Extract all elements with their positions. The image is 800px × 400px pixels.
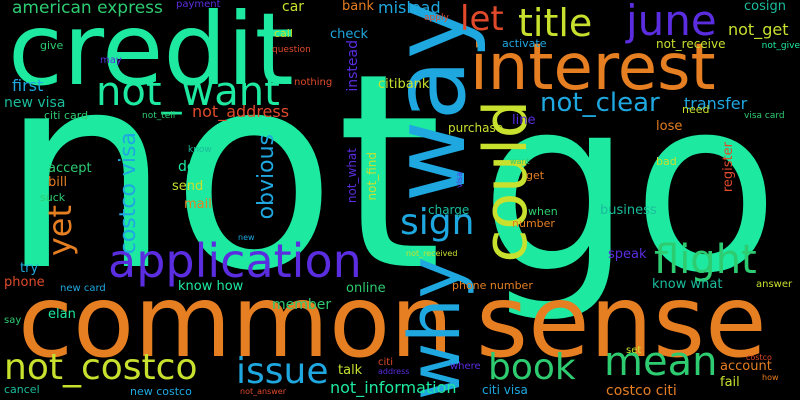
cloud-word-want: want <box>510 157 530 166</box>
cloud-word-where: where <box>450 361 481 372</box>
cloud-word-american-express: american express <box>12 0 163 18</box>
cloud-word-deny: deny <box>178 159 213 175</box>
cloud-word-new-visa: new visa <box>4 95 66 111</box>
cloud-word-not-get: not_get <box>728 20 789 39</box>
cloud-word-call: call <box>274 27 293 40</box>
cloud-word-phone-number: phone number <box>452 279 533 292</box>
cloud-word-payment: payment <box>176 0 221 10</box>
cloud-word-give: give <box>40 39 64 52</box>
cloud-word-not: not <box>0 15 443 330</box>
cloud-word-nothing: nothing <box>294 77 333 88</box>
cloud-word-not-receive: not_receive <box>656 37 726 51</box>
cloud-word-instead: instead <box>345 40 361 92</box>
cloud-word-may: may <box>100 55 122 66</box>
cloud-word-mail: mail <box>184 197 212 212</box>
cloud-word-application: application <box>108 234 362 288</box>
cloud-word-bank: bank <box>342 0 374 14</box>
cloud-word-account: account <box>720 359 772 374</box>
cloud-word-how: how <box>762 373 779 382</box>
cloud-word-activate: activate <box>502 37 547 50</box>
cloud-word-common: common <box>18 263 454 380</box>
cloud-word-new-costco: new costco <box>130 385 192 398</box>
cloud-word-know: know <box>188 145 212 155</box>
cloud-word-let: let <box>460 0 504 39</box>
cloud-word-mean: mean <box>604 339 718 385</box>
cloud-word-visa: visa <box>455 172 464 189</box>
cloud-word-costco-citi: costco citi <box>606 383 677 399</box>
cloud-word-lose: lose <box>656 119 683 134</box>
cloud-word-not-want: not_want <box>96 69 280 115</box>
cloud-word-not-received: not_received <box>406 249 458 258</box>
cloud-word-citibank: citibank <box>378 77 430 92</box>
cloud-word-sense: sense <box>476 263 767 380</box>
cloud-word-title: title <box>518 1 593 45</box>
cloud-word-try: try <box>20 261 39 276</box>
cloud-word-speak: speak <box>608 247 647 262</box>
cloud-word-citi: citi <box>378 357 393 368</box>
cloud-word-obvious: obvious <box>254 134 279 220</box>
cloud-word-answer: answer <box>756 279 793 290</box>
cloud-word-go: go <box>480 46 780 326</box>
cloud-word-book: book <box>488 347 576 388</box>
cloud-word-bad: bad <box>656 155 677 168</box>
cloud-word-accept: accept <box>48 161 92 176</box>
cloud-word-interest: interest <box>470 31 716 105</box>
cloud-word-suck: suck <box>40 191 66 204</box>
cloud-word-mislead: mislead <box>378 0 441 17</box>
cloud-word-credit: credit <box>8 0 294 108</box>
cloud-word-visa-card: visa card <box>744 111 785 121</box>
cloud-word-send: send <box>172 179 204 194</box>
cloud-word-sign: sign <box>400 202 475 243</box>
cloud-word-when: when <box>528 205 558 218</box>
cloud-word-citi-visa: citi visa <box>482 383 528 397</box>
cloud-word-citi-card: citi card <box>44 109 89 122</box>
cloud-word-purchase: purchase <box>448 121 504 135</box>
cloud-word-fail: fail <box>720 375 740 390</box>
cloud-word-cancel: cancel <box>4 383 40 396</box>
cloud-word-not-clear: not_clear <box>540 88 660 118</box>
cloud-word-check: check <box>330 27 369 42</box>
cloud-word-not-find: not_find <box>365 152 379 201</box>
cloud-word-june: june <box>626 0 717 45</box>
cloud-word-question: question <box>272 45 311 55</box>
cloud-word-new-card: new card <box>60 283 106 294</box>
cloud-word-need: need <box>682 103 710 116</box>
cloud-word-register: register <box>721 142 736 193</box>
cloud-word-not-answer: not_answer <box>240 387 286 396</box>
cloud-word-set: set <box>626 345 642 356</box>
cloud-word-address: address <box>378 367 410 376</box>
cloud-word-transfer: transfer <box>684 94 748 113</box>
cloud-word-costco-visa: costco visa <box>116 132 141 255</box>
cloud-word-issue: issue <box>236 351 329 392</box>
cloud-word-apply: apply <box>424 13 449 23</box>
cloud-word-know-how: know how <box>178 279 244 294</box>
cloud-word-new: new <box>238 233 255 242</box>
cloud-word-not-what: not_what <box>345 148 359 204</box>
cloud-word-know-what: know what <box>652 277 723 292</box>
cloud-word-flight: flight <box>654 237 757 283</box>
cloud-word-elan: elan <box>48 307 76 322</box>
cloud-word-costco: costco <box>746 353 772 362</box>
cloud-word-number: number <box>512 217 555 230</box>
cloud-word-not-tell: not_tell <box>142 111 176 121</box>
cloud-word-first: first <box>12 76 44 95</box>
cloud-word-not-information: not_information <box>330 378 457 397</box>
cloud-word-car: car <box>282 0 305 15</box>
cloud-word-talk: talk <box>338 363 363 378</box>
cloud-word-say: say <box>4 315 22 326</box>
cloud-word-line: line <box>512 113 536 128</box>
cloud-word-charge: charge <box>428 203 470 217</box>
cloud-word-not-costco: not_costco <box>4 347 198 388</box>
cloud-word-online: online <box>346 281 386 296</box>
cloud-word-business: business <box>600 203 657 218</box>
cloud-word-get: get <box>526 169 545 182</box>
cloud-word-phone: phone <box>4 275 45 290</box>
cloud-word-yet: yet <box>41 205 79 257</box>
cloud-word-member: member <box>272 297 332 313</box>
cloud-word-bill: bill <box>48 175 68 190</box>
cloud-word-cosign: cosign <box>744 0 786 14</box>
cloud-word-not-give: not_give <box>761 41 800 51</box>
cloud-word-not-address: not_address <box>192 102 290 121</box>
